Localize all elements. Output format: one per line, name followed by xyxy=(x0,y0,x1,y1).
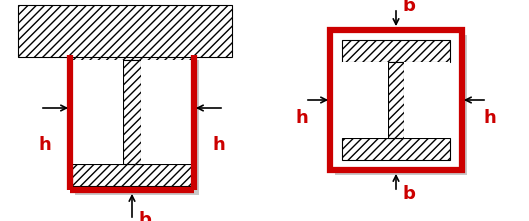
Text: h: h xyxy=(484,109,496,127)
Text: h: h xyxy=(213,136,225,154)
Bar xyxy=(388,62,404,138)
Bar xyxy=(330,30,462,170)
Text: h: h xyxy=(39,136,51,154)
Bar xyxy=(342,40,450,62)
Bar xyxy=(72,60,123,164)
Bar xyxy=(123,60,141,164)
Bar xyxy=(342,138,450,160)
Text: b: b xyxy=(403,185,415,203)
Text: b: b xyxy=(403,0,415,15)
Bar xyxy=(72,38,192,60)
Bar xyxy=(342,62,388,138)
Bar xyxy=(335,35,467,175)
Bar xyxy=(72,164,192,186)
Text: b: b xyxy=(139,211,151,221)
Text: h: h xyxy=(296,109,308,127)
Bar xyxy=(404,62,450,138)
Bar xyxy=(330,30,462,170)
Bar xyxy=(141,60,192,164)
Bar xyxy=(18,5,232,57)
Bar xyxy=(70,55,194,190)
Bar xyxy=(75,60,199,195)
